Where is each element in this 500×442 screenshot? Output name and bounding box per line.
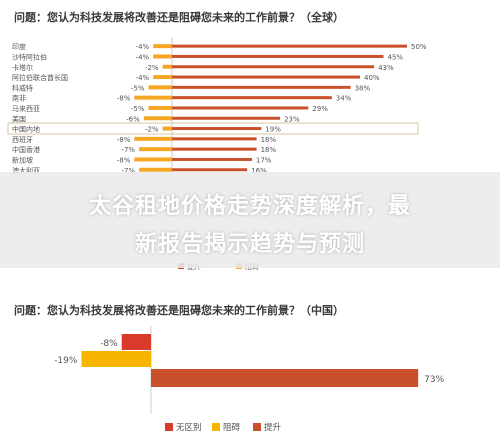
positive-value-label: 50% xyxy=(411,43,427,51)
negative-value-label: -8% xyxy=(117,136,131,144)
positive-bar xyxy=(172,137,257,141)
positive-bar xyxy=(172,168,248,172)
negative-bar xyxy=(134,136,172,141)
positive-bar xyxy=(172,127,262,131)
negative-bar xyxy=(148,105,172,110)
negative-value-label: -4% xyxy=(136,53,150,61)
positive-bar xyxy=(172,65,375,69)
negative-bar xyxy=(139,147,172,152)
overlay-banner: 太谷租地价格走势深度解析，最 新报告揭示趋势与预测 xyxy=(0,172,500,268)
banner-line-2: 新报告揭示趋势与预测 xyxy=(134,232,365,257)
negative-bar xyxy=(153,75,172,80)
highlight-row-box xyxy=(7,122,419,135)
legend-label: 阻碍 xyxy=(223,423,241,433)
category-label: 印度 xyxy=(12,42,26,51)
china-bar xyxy=(81,351,151,367)
positive-value-label: 18% xyxy=(261,146,277,154)
positive-value-label: 43% xyxy=(378,64,394,72)
positive-value-label: 17% xyxy=(256,156,272,164)
china-chart-title: 问题：您认为科技发展将改善还是阻碍您未来的工作前景？（中国） xyxy=(14,304,344,317)
positive-bar xyxy=(172,54,384,58)
category-label: 科威特 xyxy=(12,83,33,92)
positive-value-label: 34% xyxy=(336,95,352,103)
china-value-label: 73% xyxy=(424,375,444,385)
negative-bar xyxy=(148,85,172,90)
positive-bar xyxy=(172,157,252,161)
positive-bar xyxy=(172,96,332,100)
positive-bar xyxy=(172,85,351,89)
global-chart-panel: 问题：您认为科技发展将改善还是阻碍您未来的工作前景？（全球） 印度 -4% 50% 沙… xyxy=(7,11,427,271)
category-label: 新加坡 xyxy=(12,155,33,164)
negative-bar xyxy=(153,44,172,49)
china-chart-svg: -8% -19% 73% 无区别 阻碍 提升 xyxy=(54,326,445,433)
negative-bar xyxy=(153,54,172,59)
category-label: 马来西亚 xyxy=(12,105,40,113)
legend-swatch xyxy=(253,423,261,431)
category-label: 阿拉伯联合酋长国 xyxy=(12,73,68,82)
global-chart-title: 问题：您认为科技发展将改善还是阻碍您未来的工作前景？（全球） xyxy=(14,11,344,24)
negative-value-label: -2% xyxy=(145,64,159,72)
category-label: 中国香港 xyxy=(12,145,40,154)
negative-value-label: -4% xyxy=(136,74,150,82)
legend-swatch xyxy=(212,423,220,431)
negative-bar xyxy=(162,64,172,69)
global-chart-svg: 印度 -4% 50% 沙特阿拉伯 -4% 45% 卡塔尔 -2% 43% 阿拉伯联合酋长国 -4% 4… xyxy=(7,37,427,271)
category-label: 卡塔尔 xyxy=(12,63,33,72)
china-chart-panel: 问题：您认为科技发展将改善还是阻碍您未来的工作前景？（中国） -8% -19% 73… xyxy=(0,290,500,442)
banner-line-1: 太谷租地价格走势深度解析，最 xyxy=(88,194,411,219)
category-label: 沙特阿拉伯 xyxy=(12,52,47,61)
negative-value-label: -7% xyxy=(121,146,135,154)
negative-bar xyxy=(134,157,172,162)
negative-value-label: -8% xyxy=(117,156,131,164)
china-value-label: -19% xyxy=(54,356,78,366)
positive-bar xyxy=(172,44,407,48)
category-label: 南非 xyxy=(12,94,26,103)
negative-value-label: -5% xyxy=(131,105,145,113)
positive-value-label: 23% xyxy=(284,115,300,123)
category-label: 中国内地 xyxy=(12,125,40,134)
legend-label: 提升 xyxy=(264,422,282,433)
negative-bar xyxy=(139,167,172,172)
china-value-label: -8% xyxy=(100,339,118,349)
negative-value-label: -4% xyxy=(136,43,150,51)
category-label: 美国 xyxy=(12,114,26,123)
category-label: 澳大利亚 xyxy=(12,166,40,175)
positive-bar xyxy=(172,106,309,110)
positive-bar xyxy=(172,116,281,120)
positive-value-label: 29% xyxy=(312,105,328,113)
category-label: 西班牙 xyxy=(12,135,33,144)
legend-swatch xyxy=(165,423,173,431)
positive-value-label: 18% xyxy=(261,136,277,144)
legend-label: 无区别 xyxy=(176,423,202,433)
china-bar xyxy=(121,334,151,350)
negative-value-label: -7% xyxy=(121,167,135,175)
positive-value-label: 40% xyxy=(364,74,380,82)
negative-value-label: -6% xyxy=(126,115,140,123)
negative-value-label: -8% xyxy=(117,95,131,103)
negative-value-label: -5% xyxy=(131,84,145,92)
positive-value-label: 45% xyxy=(388,53,404,61)
positive-value-label: 16% xyxy=(251,167,267,175)
negative-bar xyxy=(134,95,172,100)
negative-value-label: -2% xyxy=(145,126,159,134)
negative-bar xyxy=(162,126,172,131)
positive-value-label: 38% xyxy=(355,84,371,92)
positive-bar xyxy=(172,147,257,151)
negative-bar xyxy=(143,116,172,121)
china-bar xyxy=(151,369,419,387)
positive-bar xyxy=(172,75,360,79)
positive-value-label: 19% xyxy=(265,126,281,134)
